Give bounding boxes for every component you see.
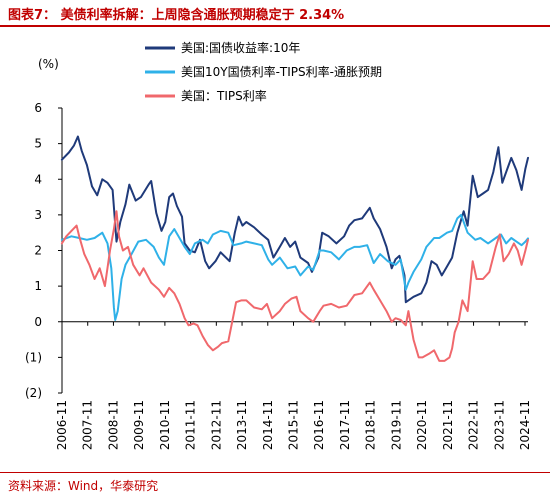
series-line-1 [60,135,529,304]
y-tick-label: 1 [34,279,42,293]
x-tick-label: 2023-11 [492,400,506,450]
y-tick-label: 0 [34,315,42,329]
y-axis-unit: (%) [38,57,59,71]
axes: (%) 6 5 4 3 2 1 0 (1) (2) 2006-11 2007-11 2008-11 200… [25,57,532,450]
x-tick-label: 2020-11 [415,400,429,450]
chart-title: 图表7： 美债利率拆解：上周隐含通胀预期稳定于 2.34% [8,8,345,23]
x-tick-label: 2022-11 [467,400,481,450]
y-tick-label: 2 [34,244,42,258]
legend: 美国:国债收益率:10年美国10Y国债利率-TIPS利率-通胀预期美国：TIPS… [145,40,382,103]
source-divider [0,472,550,473]
x-tick-label: 2012-11 [209,400,223,450]
y-tick-label: 4 [34,172,42,186]
x-tick-label: 2021-11 [441,400,455,450]
x-tick-label: 2008-11 [106,400,120,450]
x-tick-label: 2018-11 [364,400,378,450]
y-tick-label: 3 [34,208,42,222]
x-tick-label: 2024-11 [518,400,532,450]
line-chart: (%) 6 5 4 3 2 1 0 (1) (2) 2006-11 2007-11 2008-11 200… [25,40,532,450]
x-tick-label: 2015-11 [286,400,300,450]
legend-label-2: 美国10Y国债利率-TIPS利率-通胀预期 [181,64,382,79]
x-tick-label: 2007-11 [81,400,95,450]
series-lines [60,135,529,362]
x-tick-label: 2011-11 [184,400,198,450]
y-tick-label: (2) [25,386,42,400]
y-tick-label: 6 [34,101,42,115]
x-tick-label: 2009-11 [132,400,146,450]
x-tick-label: 2019-11 [389,400,403,450]
legend-label-1: 美国:国债收益率:10年 [181,40,300,55]
y-tick-label: (1) [25,350,42,364]
source-note: 资料来源：Wind，华泰研究 [8,479,159,493]
legend-label-3: 美国：TIPS利率 [181,88,267,103]
x-tick-label: 2016-11 [312,400,326,450]
series-line-3 [60,210,529,362]
title-bar: 图表7： 美债利率拆解：上周隐含通胀预期稳定于 2.34% [0,0,550,27]
x-tick-label: 2014-11 [261,400,275,450]
title-underline [0,25,550,27]
y-tick-label: 5 [34,137,42,151]
x-tick-label: 2010-11 [158,400,172,450]
x-tick-label: 2006-11 [55,400,69,450]
x-tick-label: 2017-11 [338,400,352,450]
x-tick-label: 2013-11 [235,400,249,450]
